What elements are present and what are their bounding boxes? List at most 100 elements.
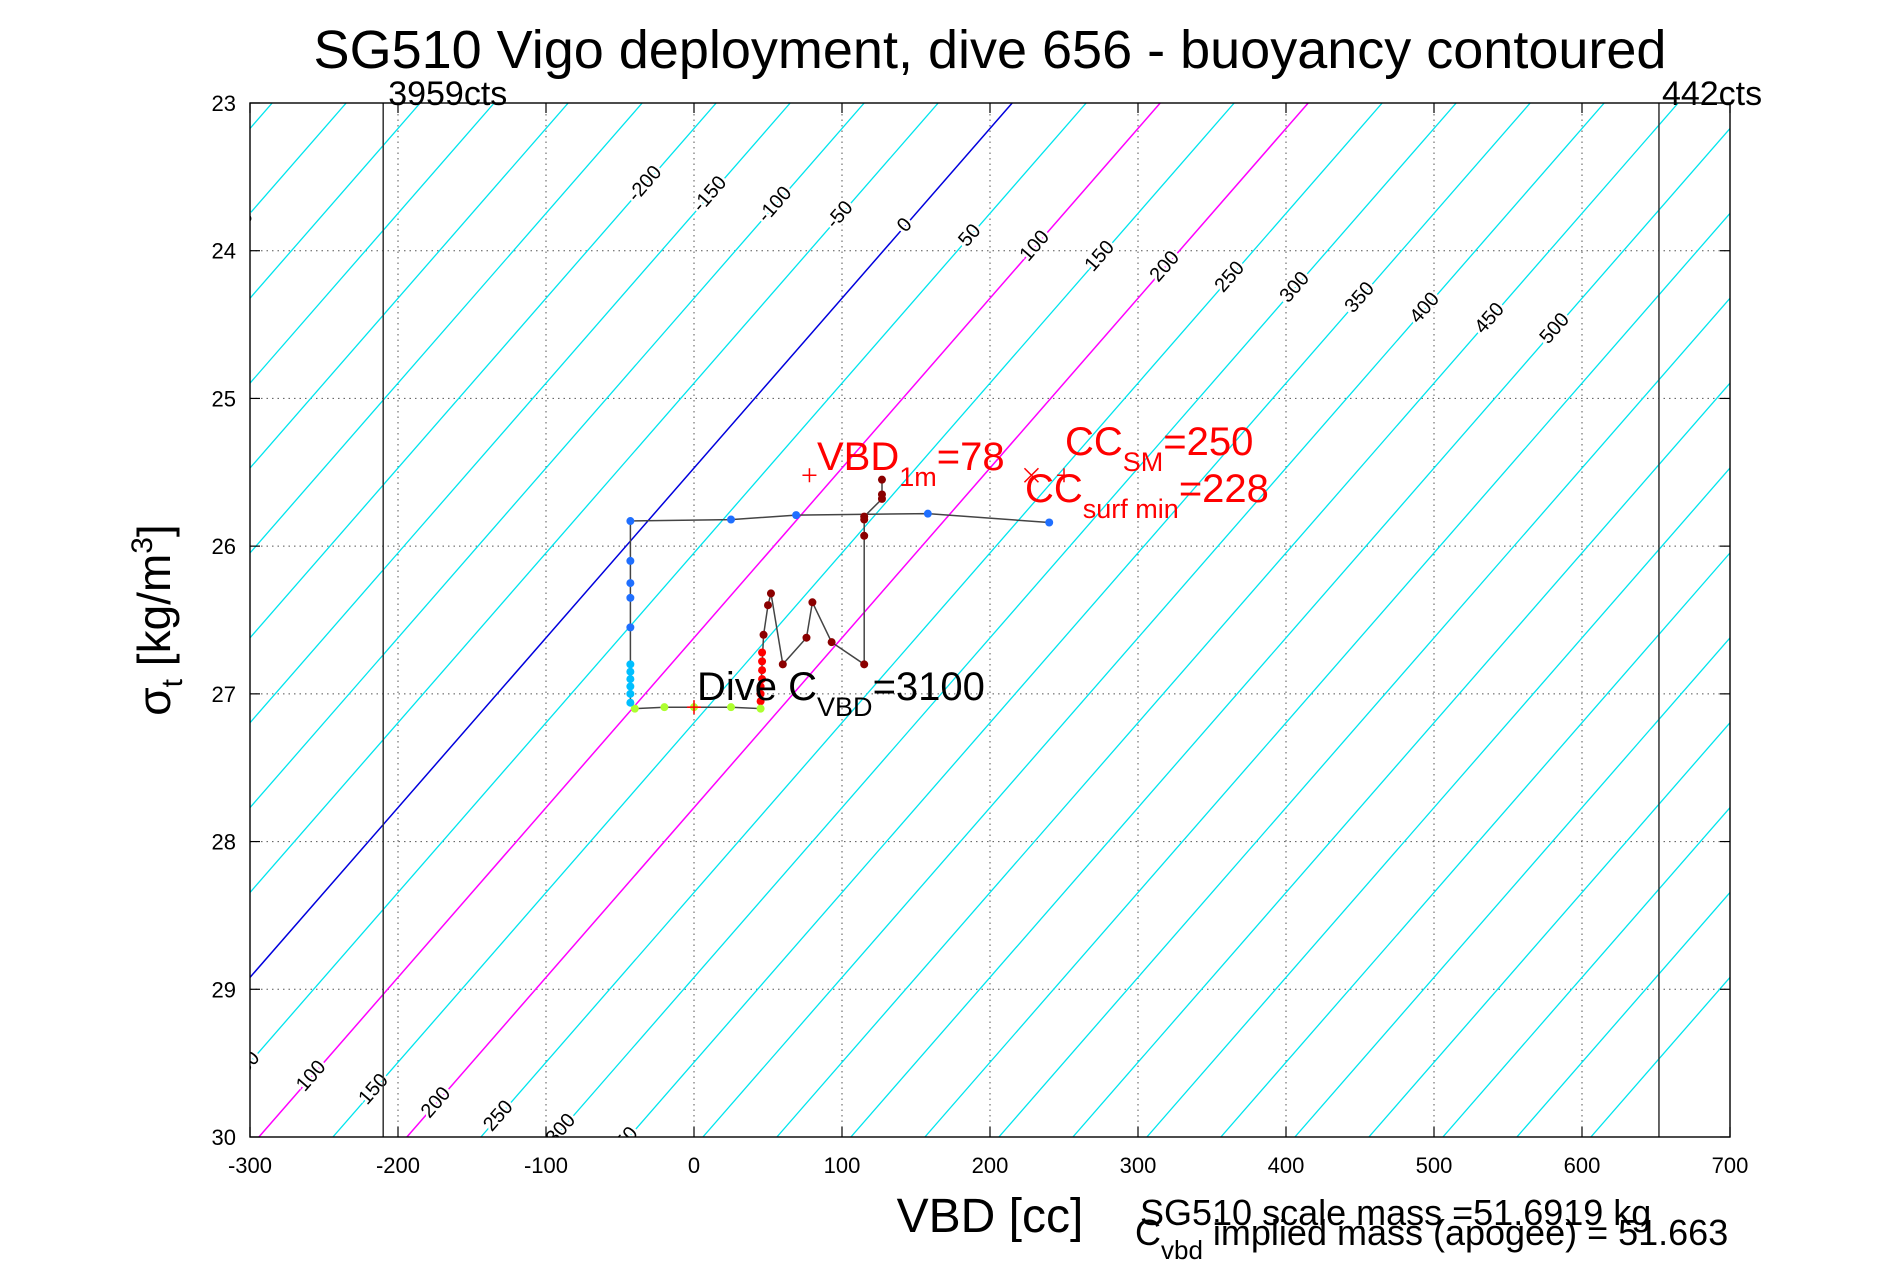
y-tick-label: 26 xyxy=(212,534,236,559)
dive-point xyxy=(778,660,787,669)
dive-series xyxy=(626,475,1054,713)
annotation-value: =78 xyxy=(937,435,1005,479)
annotation-value: =3100 xyxy=(873,665,985,709)
annotation-sub: surf min xyxy=(1083,494,1179,524)
dive-point xyxy=(808,598,817,607)
y-tick-label: 29 xyxy=(212,977,236,1002)
dive-point xyxy=(758,666,767,675)
buoyancy-contour-line xyxy=(250,103,421,300)
buoyancy-contour-line xyxy=(628,103,1531,1137)
y-axis-label-sup: 3 xyxy=(126,537,159,554)
contour-label: 450 xyxy=(729,1149,768,1189)
gridlines xyxy=(250,103,1730,1137)
buoyancy-contour-line xyxy=(250,103,643,554)
y-axis-label-close: ] xyxy=(128,524,180,537)
dive-point xyxy=(758,657,767,666)
y-tick-label: 27 xyxy=(212,682,236,707)
x-tick-label: 300 xyxy=(1120,1153,1157,1178)
dive-point xyxy=(827,638,836,647)
annotation-cc-surf-min: CCsurf min=228 xyxy=(1025,467,1269,524)
chart-title: SG510 Vigo deployment, dive 656 - buoyan… xyxy=(314,20,1667,80)
annotation-vbd-1m: VBD1m=78 xyxy=(817,435,1005,492)
dive-point xyxy=(758,675,767,684)
annotation-value: =250 xyxy=(1163,420,1253,464)
annotation-sub: 1m xyxy=(899,462,937,492)
annotation-value: =228 xyxy=(1179,467,1269,511)
buoyancy-contour-line xyxy=(250,103,1013,979)
dive-point xyxy=(626,667,635,676)
y-axis-label-sub: t xyxy=(156,678,189,687)
svg-text:σt [kg/m3]: σt [kg/m3] xyxy=(126,524,189,715)
buoyancy-contour-line xyxy=(1516,891,1730,1137)
buoyancy-contour-line xyxy=(250,103,791,724)
dive-point xyxy=(626,698,635,707)
buoyancy-contour-line xyxy=(1146,467,1730,1137)
x-axis-label: VBD [cc] xyxy=(897,1190,1084,1243)
footer-scale-mass: SG510 scale mass =51.6919 kg xyxy=(1140,1192,1651,1233)
footer-implied-mass: Cvbd implied mass (apogee) = 51.663 xyxy=(1135,1212,1728,1262)
footer-implied-c: C xyxy=(1135,1212,1161,1253)
buoyancy-contour-line xyxy=(1072,382,1730,1137)
dive-point xyxy=(626,579,635,588)
dive-point xyxy=(923,509,932,518)
x-tick-label: 100 xyxy=(824,1153,861,1178)
dive-point xyxy=(792,511,801,520)
dive-point xyxy=(626,623,635,632)
contour-label: -350 xyxy=(144,457,187,502)
contour-label: 0 xyxy=(174,1038,198,1061)
buoyancy-contour-line xyxy=(250,103,717,639)
annotation-sub: SM xyxy=(1123,447,1164,477)
dive-point xyxy=(727,515,735,524)
x-tick-label: 200 xyxy=(972,1153,1009,1178)
annotation-main: Dive C xyxy=(697,665,817,709)
y-axis-label-symbol: σ xyxy=(128,687,180,715)
annotation-cc-sm: CCSM=250 xyxy=(1065,420,1253,477)
annotation-dive-cvbd: Dive CVBD=3100 xyxy=(697,665,985,722)
x-tick-label: 400 xyxy=(1268,1153,1305,1178)
y-tick-label: 25 xyxy=(212,386,236,411)
dive-point xyxy=(626,593,635,602)
x-tick-label: -300 xyxy=(228,1153,272,1178)
buoyancy-contour-line xyxy=(850,127,1730,1137)
dive-point xyxy=(764,601,772,610)
dive-point xyxy=(756,689,765,698)
dive-point xyxy=(860,531,869,540)
y-tick-label: 23 xyxy=(212,91,236,116)
x-tick-label: 500 xyxy=(1416,1153,1453,1178)
buoyancy-contour-line xyxy=(1294,636,1730,1137)
y-axis-label: σt [kg/m3] xyxy=(126,524,189,715)
dive-point xyxy=(630,704,639,713)
y-tick-label: 30 xyxy=(212,1125,236,1150)
buoyancy-contour-line xyxy=(1220,551,1730,1137)
annotation-main: CC xyxy=(1065,420,1123,464)
buoyancy-contour-line xyxy=(250,103,865,809)
buoyancy-contour-line xyxy=(258,103,1161,1137)
dive-point xyxy=(756,697,765,706)
buoyancy-contour-line xyxy=(702,103,1605,1137)
y-tick-label: 28 xyxy=(212,830,236,855)
buoyancy-contour-line xyxy=(406,103,1309,1137)
buoyancy-contour-line xyxy=(332,103,1235,1137)
buoyancy-contour-line xyxy=(250,103,569,470)
footer-implied-text: implied mass (apogee) = 51.663 xyxy=(1203,1212,1728,1253)
x-tick-label: 700 xyxy=(1712,1153,1749,1178)
axis-ticks: -300 -200 -100 0 100 200 300 400 500 600 700 23 24 25… xyxy=(212,75,1763,1178)
annotation-sub: VBD xyxy=(817,692,873,722)
buoyancy-contour-line xyxy=(250,103,1087,1064)
dive-point xyxy=(860,515,869,524)
buoyancy-contour-line xyxy=(250,103,495,385)
contour-label: -50 xyxy=(106,1018,142,1054)
buoyancy-contour-line xyxy=(0,103,124,1137)
contour-label: -100 xyxy=(40,1000,83,1045)
buoyancy-contours xyxy=(0,103,1730,1137)
buoyancy-contour-line xyxy=(924,212,1730,1137)
reference-markers xyxy=(687,467,1071,715)
vbd-limit-label: 3959cts xyxy=(388,75,507,113)
x-tick-label: 0 xyxy=(688,1153,700,1178)
dive-point xyxy=(877,494,886,503)
dive-point xyxy=(877,475,886,484)
x-tick-label: -200 xyxy=(376,1153,420,1178)
dive-point xyxy=(727,703,735,712)
dive-point xyxy=(766,589,775,598)
